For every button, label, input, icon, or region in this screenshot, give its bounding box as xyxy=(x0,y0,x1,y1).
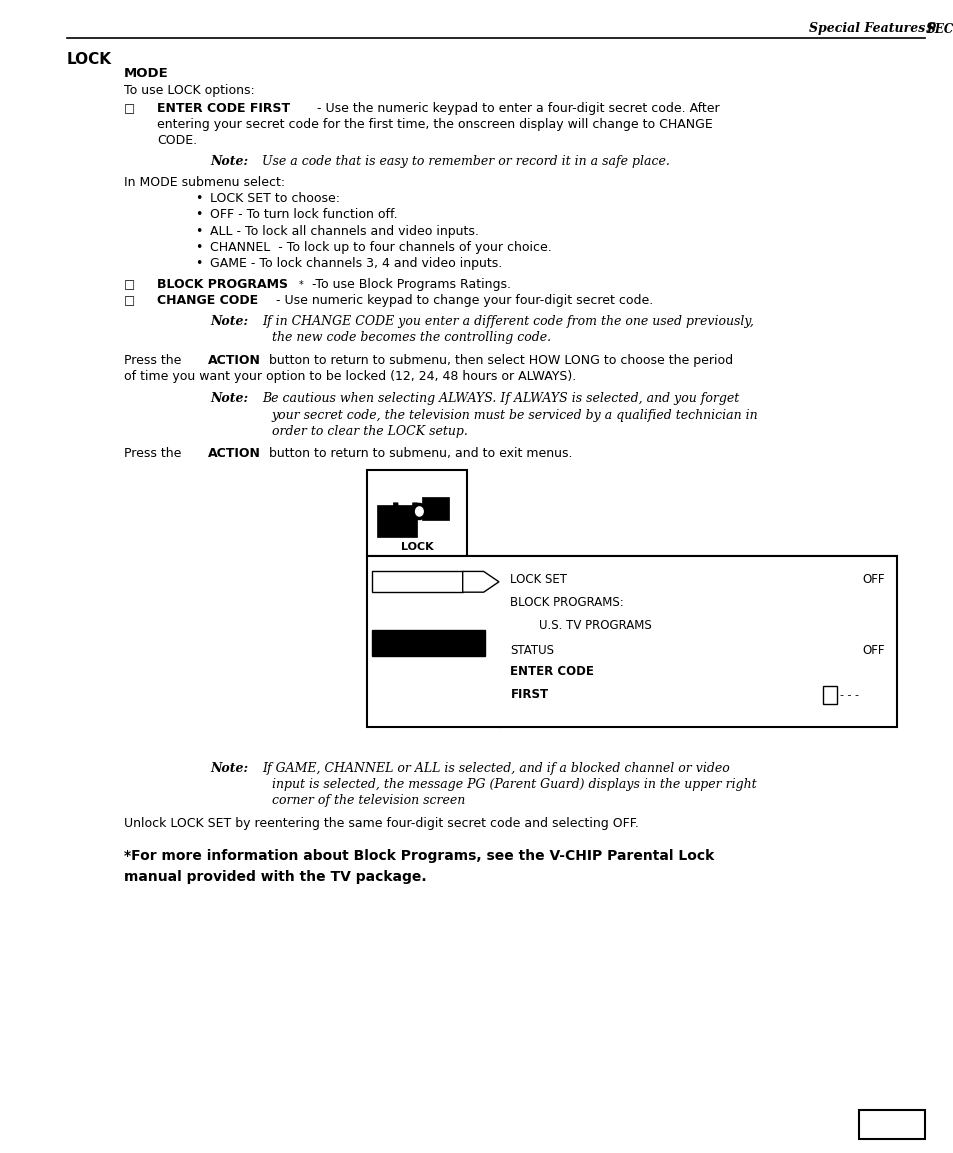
Text: MODE: MODE xyxy=(124,67,169,80)
Text: •: • xyxy=(195,225,203,238)
Bar xyxy=(858,1110,924,1139)
Text: •: • xyxy=(195,241,203,254)
Text: HOW LONG?: HOW LONG? xyxy=(390,638,466,648)
Text: OFF: OFF xyxy=(862,573,884,586)
Text: If in CHANGE CODE you enter a different code from the one used previously,: If in CHANGE CODE you enter a different … xyxy=(262,315,754,327)
Text: OFF - To turn lock function off.: OFF - To turn lock function off. xyxy=(210,209,397,221)
Text: ENTER CODE: ENTER CODE xyxy=(510,665,594,678)
Text: *: * xyxy=(298,280,303,291)
Text: CODE.: CODE. xyxy=(157,134,197,148)
Polygon shape xyxy=(393,503,416,523)
Text: Note:: Note: xyxy=(210,392,248,406)
Text: ACTION: ACTION xyxy=(208,447,260,460)
Text: Use a code that is easy to remember or record it in a safe place.: Use a code that is easy to remember or r… xyxy=(262,156,670,168)
Text: BLOCK PROGRAMS: BLOCK PROGRAMS xyxy=(157,278,288,291)
Text: the new code becomes the controlling code.: the new code becomes the controlling cod… xyxy=(272,331,551,344)
Text: Press the: Press the xyxy=(124,447,185,460)
Text: Unlock LOCK SET by reentering the same four-digit secret code and selecting OFF.: Unlock LOCK SET by reentering the same f… xyxy=(124,816,639,829)
Text: button to return to submenu, and to exit menus.: button to return to submenu, and to exit… xyxy=(265,447,572,460)
Text: manual provided with the TV package.: manual provided with the TV package. xyxy=(124,869,426,884)
Text: CHANGE CODE: CHANGE CODE xyxy=(157,294,258,307)
Text: - Use numeric keypad to change your four-digit secret code.: - Use numeric keypad to change your four… xyxy=(272,294,653,307)
Bar xyxy=(376,505,416,537)
Text: PECIAL: PECIAL xyxy=(925,23,953,36)
Text: To use LOCK options:: To use LOCK options: xyxy=(124,84,254,97)
Text: S: S xyxy=(924,22,934,36)
Text: BLOCK PROGRAMS:: BLOCK PROGRAMS: xyxy=(510,596,623,609)
Circle shape xyxy=(413,504,426,520)
Text: 25: 25 xyxy=(882,1117,901,1132)
Text: Be cautious when selecting ALWAYS. If ALWAYS is selected, and you forget: Be cautious when selecting ALWAYS. If AL… xyxy=(262,392,739,406)
Text: - - -: - - - xyxy=(839,689,858,700)
Text: □: □ xyxy=(124,278,135,291)
Text: CHANNEL  - To lock up to four channels of your choice.: CHANNEL - To lock up to four channels of… xyxy=(210,241,551,254)
Text: LOCK: LOCK xyxy=(400,542,434,552)
Polygon shape xyxy=(462,572,498,593)
Text: □: □ xyxy=(124,101,135,115)
Text: entering your secret code for the first time, the onscreen display will change t: entering your secret code for the first … xyxy=(157,118,713,131)
Text: LOCK SET to choose:: LOCK SET to choose: xyxy=(210,193,339,205)
Text: input is selected, the message PG (Parent Guard) displays in the upper right: input is selected, the message PG (Paren… xyxy=(272,778,756,791)
Bar xyxy=(372,572,462,593)
Text: your secret code, the television must be serviced by a qualified technician in: your secret code, the television must be… xyxy=(272,408,758,422)
Bar xyxy=(367,557,896,728)
Text: □: □ xyxy=(124,294,135,307)
Text: STATUS: STATUS xyxy=(510,645,554,657)
Text: U.S. TV PROGRAMS: U.S. TV PROGRAMS xyxy=(538,619,651,632)
Text: ALL - To lock all channels and video inputs.: ALL - To lock all channels and video inp… xyxy=(210,225,478,238)
Text: Note:: Note: xyxy=(210,156,248,168)
Text: button to return to submenu, then select HOW LONG to choose the period: button to return to submenu, then select… xyxy=(265,354,733,367)
Bar xyxy=(367,470,467,557)
Bar xyxy=(822,686,836,704)
Text: LOCK: LOCK xyxy=(67,52,112,67)
Text: In MODE submenu select:: In MODE submenu select: xyxy=(124,176,285,189)
Text: of time you want your option to be locked (12, 24, 48 hours or ALWAYS).: of time you want your option to be locke… xyxy=(124,370,576,383)
Text: .....: ..... xyxy=(385,519,396,525)
Text: •: • xyxy=(195,257,203,270)
Text: •: • xyxy=(195,209,203,221)
Text: GAME - To lock channels 3, 4 and video inputs.: GAME - To lock channels 3, 4 and video i… xyxy=(210,257,501,270)
Text: MODE: MODE xyxy=(375,576,410,587)
Text: order to clear the LOCK setup.: order to clear the LOCK setup. xyxy=(272,424,467,438)
Text: ACTION: ACTION xyxy=(208,354,260,367)
Text: Note:: Note: xyxy=(210,315,248,327)
Text: LOCK SET: LOCK SET xyxy=(510,573,567,586)
Bar xyxy=(372,631,484,656)
Text: Special Features: Special Features xyxy=(808,22,924,35)
Text: FIRST: FIRST xyxy=(510,688,548,701)
Circle shape xyxy=(416,507,423,517)
Text: *For more information about Block Programs, see the V-CHIP Parental Lock: *For more information about Block Progra… xyxy=(124,849,714,862)
Text: If GAME, CHANNEL or ALL is selected, and if a blocked channel or video: If GAME, CHANNEL or ALL is selected, and… xyxy=(262,762,729,775)
Text: Press the: Press the xyxy=(124,354,185,367)
Text: •: • xyxy=(195,193,203,205)
Text: corner of the television screen: corner of the television screen xyxy=(272,794,465,807)
Text: -To use Block Programs Ratings.: -To use Block Programs Ratings. xyxy=(308,278,511,291)
Bar xyxy=(422,497,449,520)
Text: OFF: OFF xyxy=(862,645,884,657)
Text: - Use the numeric keypad to enter a four-digit secret code. After: - Use the numeric keypad to enter a four… xyxy=(313,101,719,115)
Text: ENTER CODE FIRST: ENTER CODE FIRST xyxy=(157,101,291,115)
Text: Note:: Note: xyxy=(210,762,248,775)
